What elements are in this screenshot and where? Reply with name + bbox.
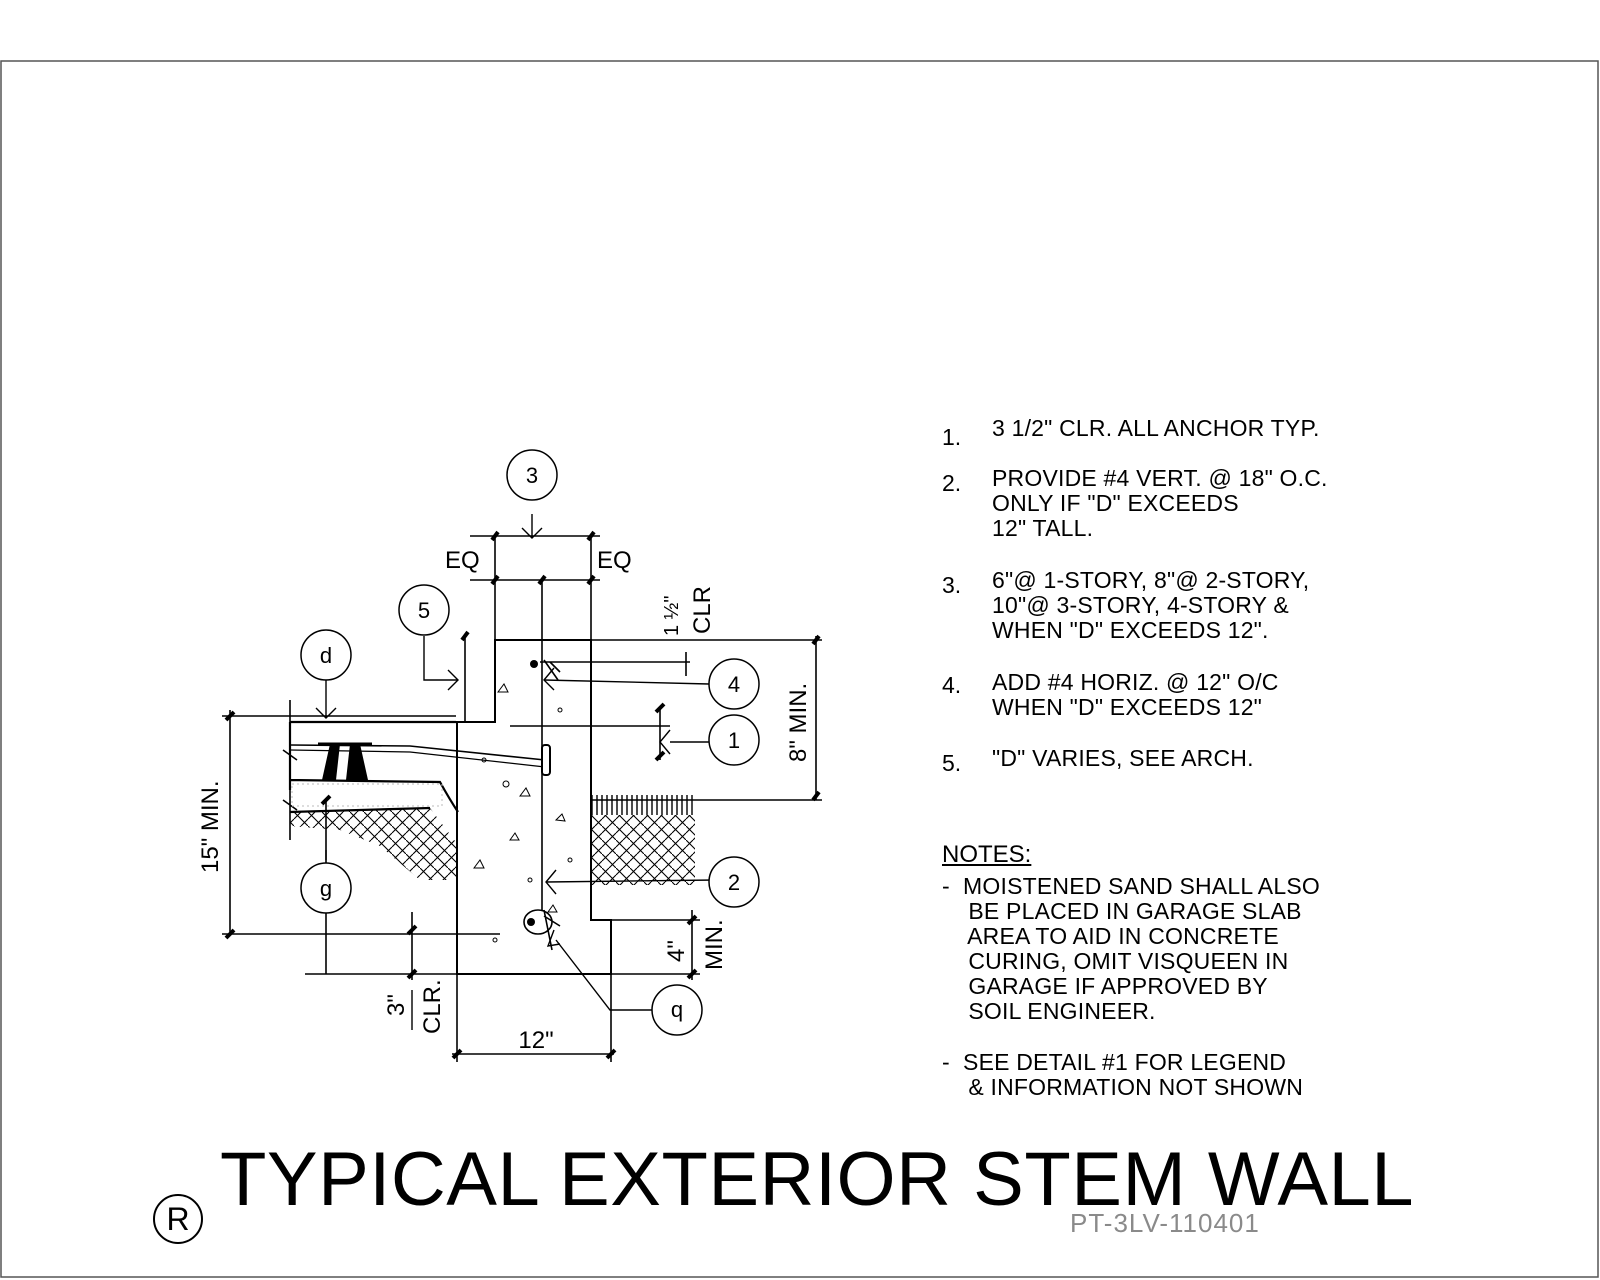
general-note-2-line-2: & INFORMATION NOT SHOWN [942,1074,1304,1100]
rebar-dot-top [530,660,538,668]
clr-top-label: CLR [689,586,716,634]
eq-right-label: EQ [597,547,632,574]
page-title: TYPICAL EXTERIOR STEM WALL [220,1137,1415,1222]
note-2-line-2: ONLY IF "D" EXCEEDS [992,490,1239,516]
garage-slab [288,720,459,814]
callout-q: q [651,984,703,1036]
note-number: 4. [942,672,962,698]
callout-1: 1 [708,714,760,766]
svg-text:g: g [320,876,332,901]
hold-down-bracket [322,744,368,780]
anchor-bolt-plate [541,744,551,776]
break-line [282,700,298,840]
svg-text:q: q [671,997,683,1022]
bottom-4-value: 4" [663,940,690,962]
callout-d: d [300,629,352,681]
note-2-line-1: PROVIDE #4 VERT. @ 18" O.C. [992,465,1328,491]
note-3-line-1: 6"@ 1-STORY, 8"@ 2-STORY, [992,567,1310,593]
note-4-line-1: ADD #4 HORIZ. @ 12" O/C [992,669,1279,695]
note-5-line-1: "D" VARIES, SEE ARCH. [992,745,1254,771]
note-3-line-2: 10"@ 3-STORY, 4-STORY & [992,592,1289,618]
note-3-line-3: WHEN "D" EXCEEDS 12". [992,617,1269,643]
sand-bed [291,783,443,807]
eq-left-label: EQ [445,547,480,574]
soil-hatch-left [290,808,458,880]
soil-hatch-right [591,815,695,885]
bottom-4-label: MIN. [701,919,728,970]
svg-text:d: d [320,643,332,668]
note-number: 1. [942,424,962,450]
note-1-line-1: 3 1/2" CLR. ALL ANCHOR TYP. [992,415,1320,441]
callout-g: g [300,862,352,914]
svg-text:1: 1 [728,728,740,753]
footing-rebar [523,909,553,935]
bottom-clr-value: 3" [383,994,410,1016]
callout-4: 4 [708,658,760,710]
detail-marker: R [153,1194,203,1244]
notes-heading: NOTES: [942,841,1032,868]
svg-text:3: 3 [526,463,538,488]
general-note-1-line-3: AREA TO AID IN CONCRETE [942,923,1279,949]
note-number: 3. [942,572,962,598]
callout-2: 2 [708,856,760,908]
grade-grass [591,795,695,815]
rebar-dot-bottom [527,918,535,926]
height-15-label: 15" MIN. [197,780,224,873]
note-4-line-2: WHEN "D" EXCEEDS 12" [992,694,1263,720]
svg-text:4: 4 [728,672,740,697]
general-note-1-line-1: - MOISTENED SAND SHALL ALSO [942,873,1320,899]
leader-lines [315,514,717,1011]
svg-text:5: 5 [418,598,430,623]
drawing-code: PT-3LV-110401 [1070,1208,1260,1238]
height-8-label: 8" MIN. [785,683,812,762]
clr-top-value: 1 ½" [661,596,683,636]
dimension-lines [222,530,822,1062]
general-note-1-line-4: CURING, OMIT VISQUEEN IN [942,948,1289,974]
bottom-clr-label: CLR. [419,979,446,1034]
callout-3: 3 [506,449,558,501]
note-number: 5. [942,750,962,776]
note-2-line-3: 12" TALL. [992,515,1094,541]
callout-5: 5 [398,584,450,636]
note-number: 2. [942,470,962,496]
concrete-aggregate [473,683,573,943]
svg-text:2: 2 [728,870,740,895]
general-note-1-line-5: GARAGE IF APPROVED BY [942,973,1268,999]
width-12-label: 12" [518,1027,553,1054]
general-note-1-line-2: BE PLACED IN GARAGE SLAB [942,898,1302,924]
general-note-1-line-6: SOIL ENGINEER. [942,998,1156,1024]
sheet-border [0,60,1599,1278]
general-note-2-line-1: - SEE DETAIL #1 FOR LEGEND [942,1049,1287,1075]
